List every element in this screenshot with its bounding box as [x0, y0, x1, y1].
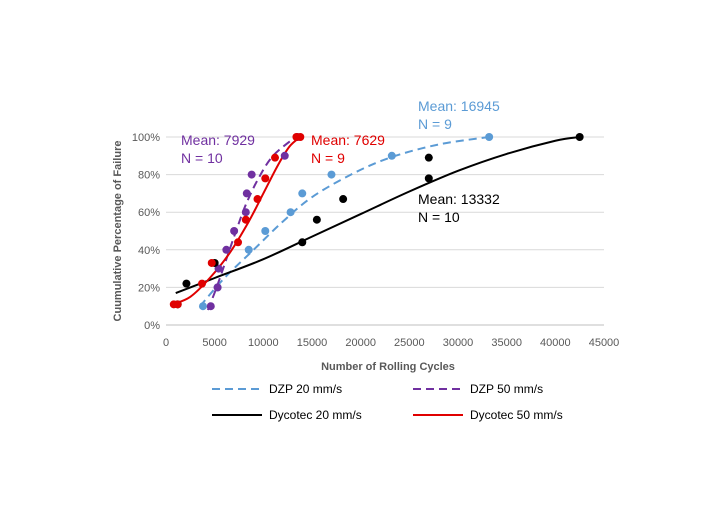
- data-point: [243, 189, 251, 197]
- y-tick-label: 60%: [138, 207, 160, 219]
- data-point: [271, 154, 279, 162]
- chart: 0 5000 10000 15000 20000 25000 30000 35000 40000…: [0, 0, 728, 511]
- data-point: [327, 171, 335, 179]
- data-point: [248, 171, 256, 179]
- y-axis-title: Cuumulative Percentage of Failure: [112, 141, 124, 322]
- legend: DZP 20 mm/s DZP 50 mm/s Dycotec 20 mm/s Dyc…: [212, 382, 563, 422]
- data-point: [174, 300, 182, 308]
- data-point: [198, 280, 206, 288]
- annotation-text: Mean: 13332: [418, 191, 500, 207]
- y-tick-label: 80%: [138, 170, 160, 182]
- annotation-text: Mean: 16945: [418, 98, 500, 114]
- annotation-text: Mean: 7929: [181, 132, 255, 148]
- annotation-text: Mean: 7629: [311, 132, 385, 148]
- data-point: [242, 216, 250, 224]
- data-point: [298, 189, 306, 197]
- x-axis-title: Number of Rolling Cycles: [321, 361, 455, 373]
- x-tick-label: 0: [163, 337, 169, 349]
- annotation-text: N = 9: [311, 150, 345, 166]
- x-tick-label: 45000: [589, 337, 620, 349]
- data-point: [234, 238, 242, 246]
- x-tick-label: 40000: [540, 337, 571, 349]
- data-point: [339, 195, 347, 203]
- data-point: [298, 238, 306, 246]
- data-point: [230, 227, 238, 235]
- trend-lines: [173, 137, 580, 310]
- x-tick-label: 20000: [345, 337, 376, 349]
- data-point: [281, 152, 289, 160]
- data-point: [242, 208, 250, 216]
- data-point: [261, 227, 269, 235]
- data-point: [485, 133, 493, 141]
- y-tick-label: 0%: [144, 320, 160, 332]
- legend-label: Dycotec 20 mm/s: [269, 408, 362, 422]
- x-tick-label: 5000: [202, 337, 226, 349]
- y-tick-label: 40%: [138, 245, 160, 257]
- data-point: [296, 133, 304, 141]
- data-point: [245, 246, 253, 254]
- annotation-text: N = 10: [181, 150, 223, 166]
- legend-label: DZP 50 mm/s: [470, 382, 543, 396]
- y-tick-labels: 0% 20% 40% 60% 80% 100%: [132, 132, 160, 332]
- data-point: [214, 283, 222, 291]
- data-point: [253, 195, 261, 203]
- x-tick-label: 25000: [394, 337, 425, 349]
- y-tick-label: 20%: [138, 282, 160, 294]
- x-tick-labels: 0 5000 10000 15000 20000 25000 30000 35000 40000…: [163, 337, 619, 349]
- annotation-text: N = 10: [418, 209, 460, 225]
- annotations: Mean: 16945 N = 9 Mean: 7929 N = 10 Mean: 76…: [181, 98, 500, 225]
- data-point: [287, 208, 295, 216]
- x-tick-label: 35000: [491, 337, 522, 349]
- data-point: [261, 174, 269, 182]
- data-point: [208, 259, 216, 267]
- data-point: [576, 133, 584, 141]
- data-point: [388, 152, 396, 160]
- data-point: [425, 154, 433, 162]
- data-point: [313, 216, 321, 224]
- data-point: [222, 246, 230, 254]
- legend-label: Dycotec 50 mm/s: [470, 408, 563, 422]
- trend-line: [176, 137, 580, 293]
- annotation-text: N = 9: [418, 116, 452, 132]
- data-points: [170, 133, 584, 310]
- x-tick-label: 10000: [248, 337, 279, 349]
- data-point: [207, 302, 215, 310]
- x-tick-label: 30000: [443, 337, 474, 349]
- data-point: [199, 302, 207, 310]
- legend-label: DZP 20 mm/s: [269, 382, 342, 396]
- x-tick-label: 15000: [297, 337, 328, 349]
- data-point: [182, 280, 190, 288]
- data-point: [425, 174, 433, 182]
- y-tick-label: 100%: [132, 132, 160, 144]
